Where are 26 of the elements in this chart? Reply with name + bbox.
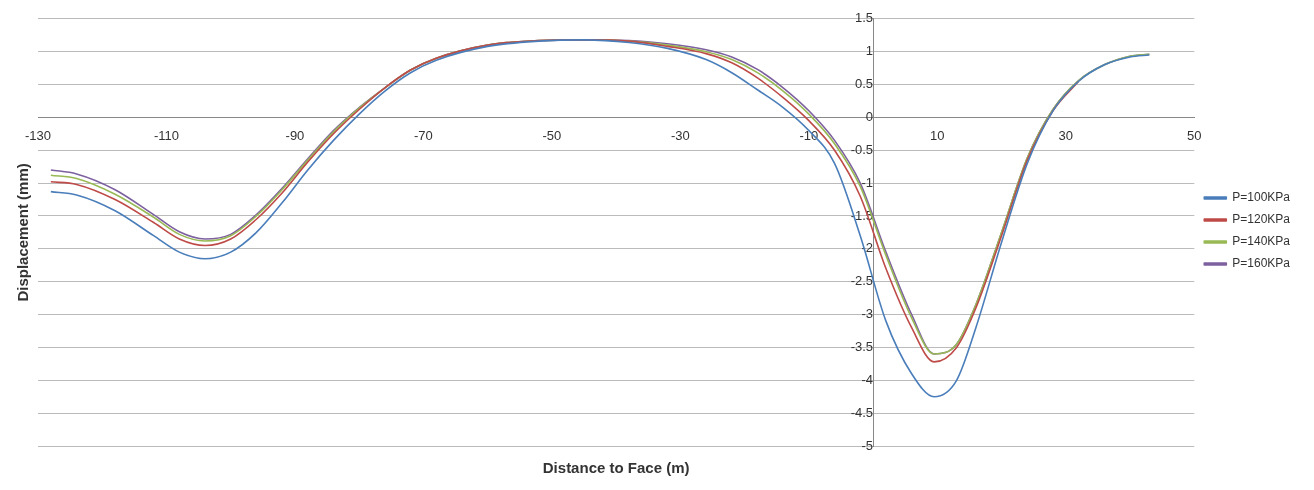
x-axis-title: Distance to Face (m) <box>542 458 690 476</box>
x-tick-label: -70 <box>414 127 433 143</box>
y-tick-label: 0.5 <box>855 76 874 92</box>
x-tick-label: 50 <box>1187 127 1202 143</box>
y-axis-title: Displacement (mm) <box>14 163 32 302</box>
legend-label: P=140KPa <box>1232 234 1291 249</box>
x-tick-label: 30 <box>1058 127 1074 143</box>
y-tick-label: 1 <box>865 43 874 59</box>
y-tick-label: -0.5 <box>850 141 874 157</box>
legend-label: P=100KPa <box>1232 190 1291 205</box>
y-tick-label: -4 <box>861 371 874 387</box>
y-tick-label: 1.5 <box>855 10 874 26</box>
y-tick-label: -1 <box>861 174 874 190</box>
y-tick-label: -4.5 <box>850 404 874 420</box>
legend-label: P=120KPa <box>1232 212 1291 227</box>
x-tick-label: -50 <box>542 127 562 143</box>
x-tick-label: -90 <box>285 127 305 143</box>
x-tick-label: 10 <box>930 127 945 143</box>
x-tick-label: -110 <box>153 127 180 143</box>
y-tick-label: -3 <box>861 306 874 322</box>
y-tick-label: -3.5 <box>850 338 874 354</box>
x-tick-label: -130 <box>24 127 52 143</box>
legend-label: P=160KPa <box>1232 256 1291 271</box>
y-tick-label: -2.5 <box>850 273 874 289</box>
y-tick-label: -5 <box>861 437 874 453</box>
x-tick-label: -30 <box>670 127 690 143</box>
